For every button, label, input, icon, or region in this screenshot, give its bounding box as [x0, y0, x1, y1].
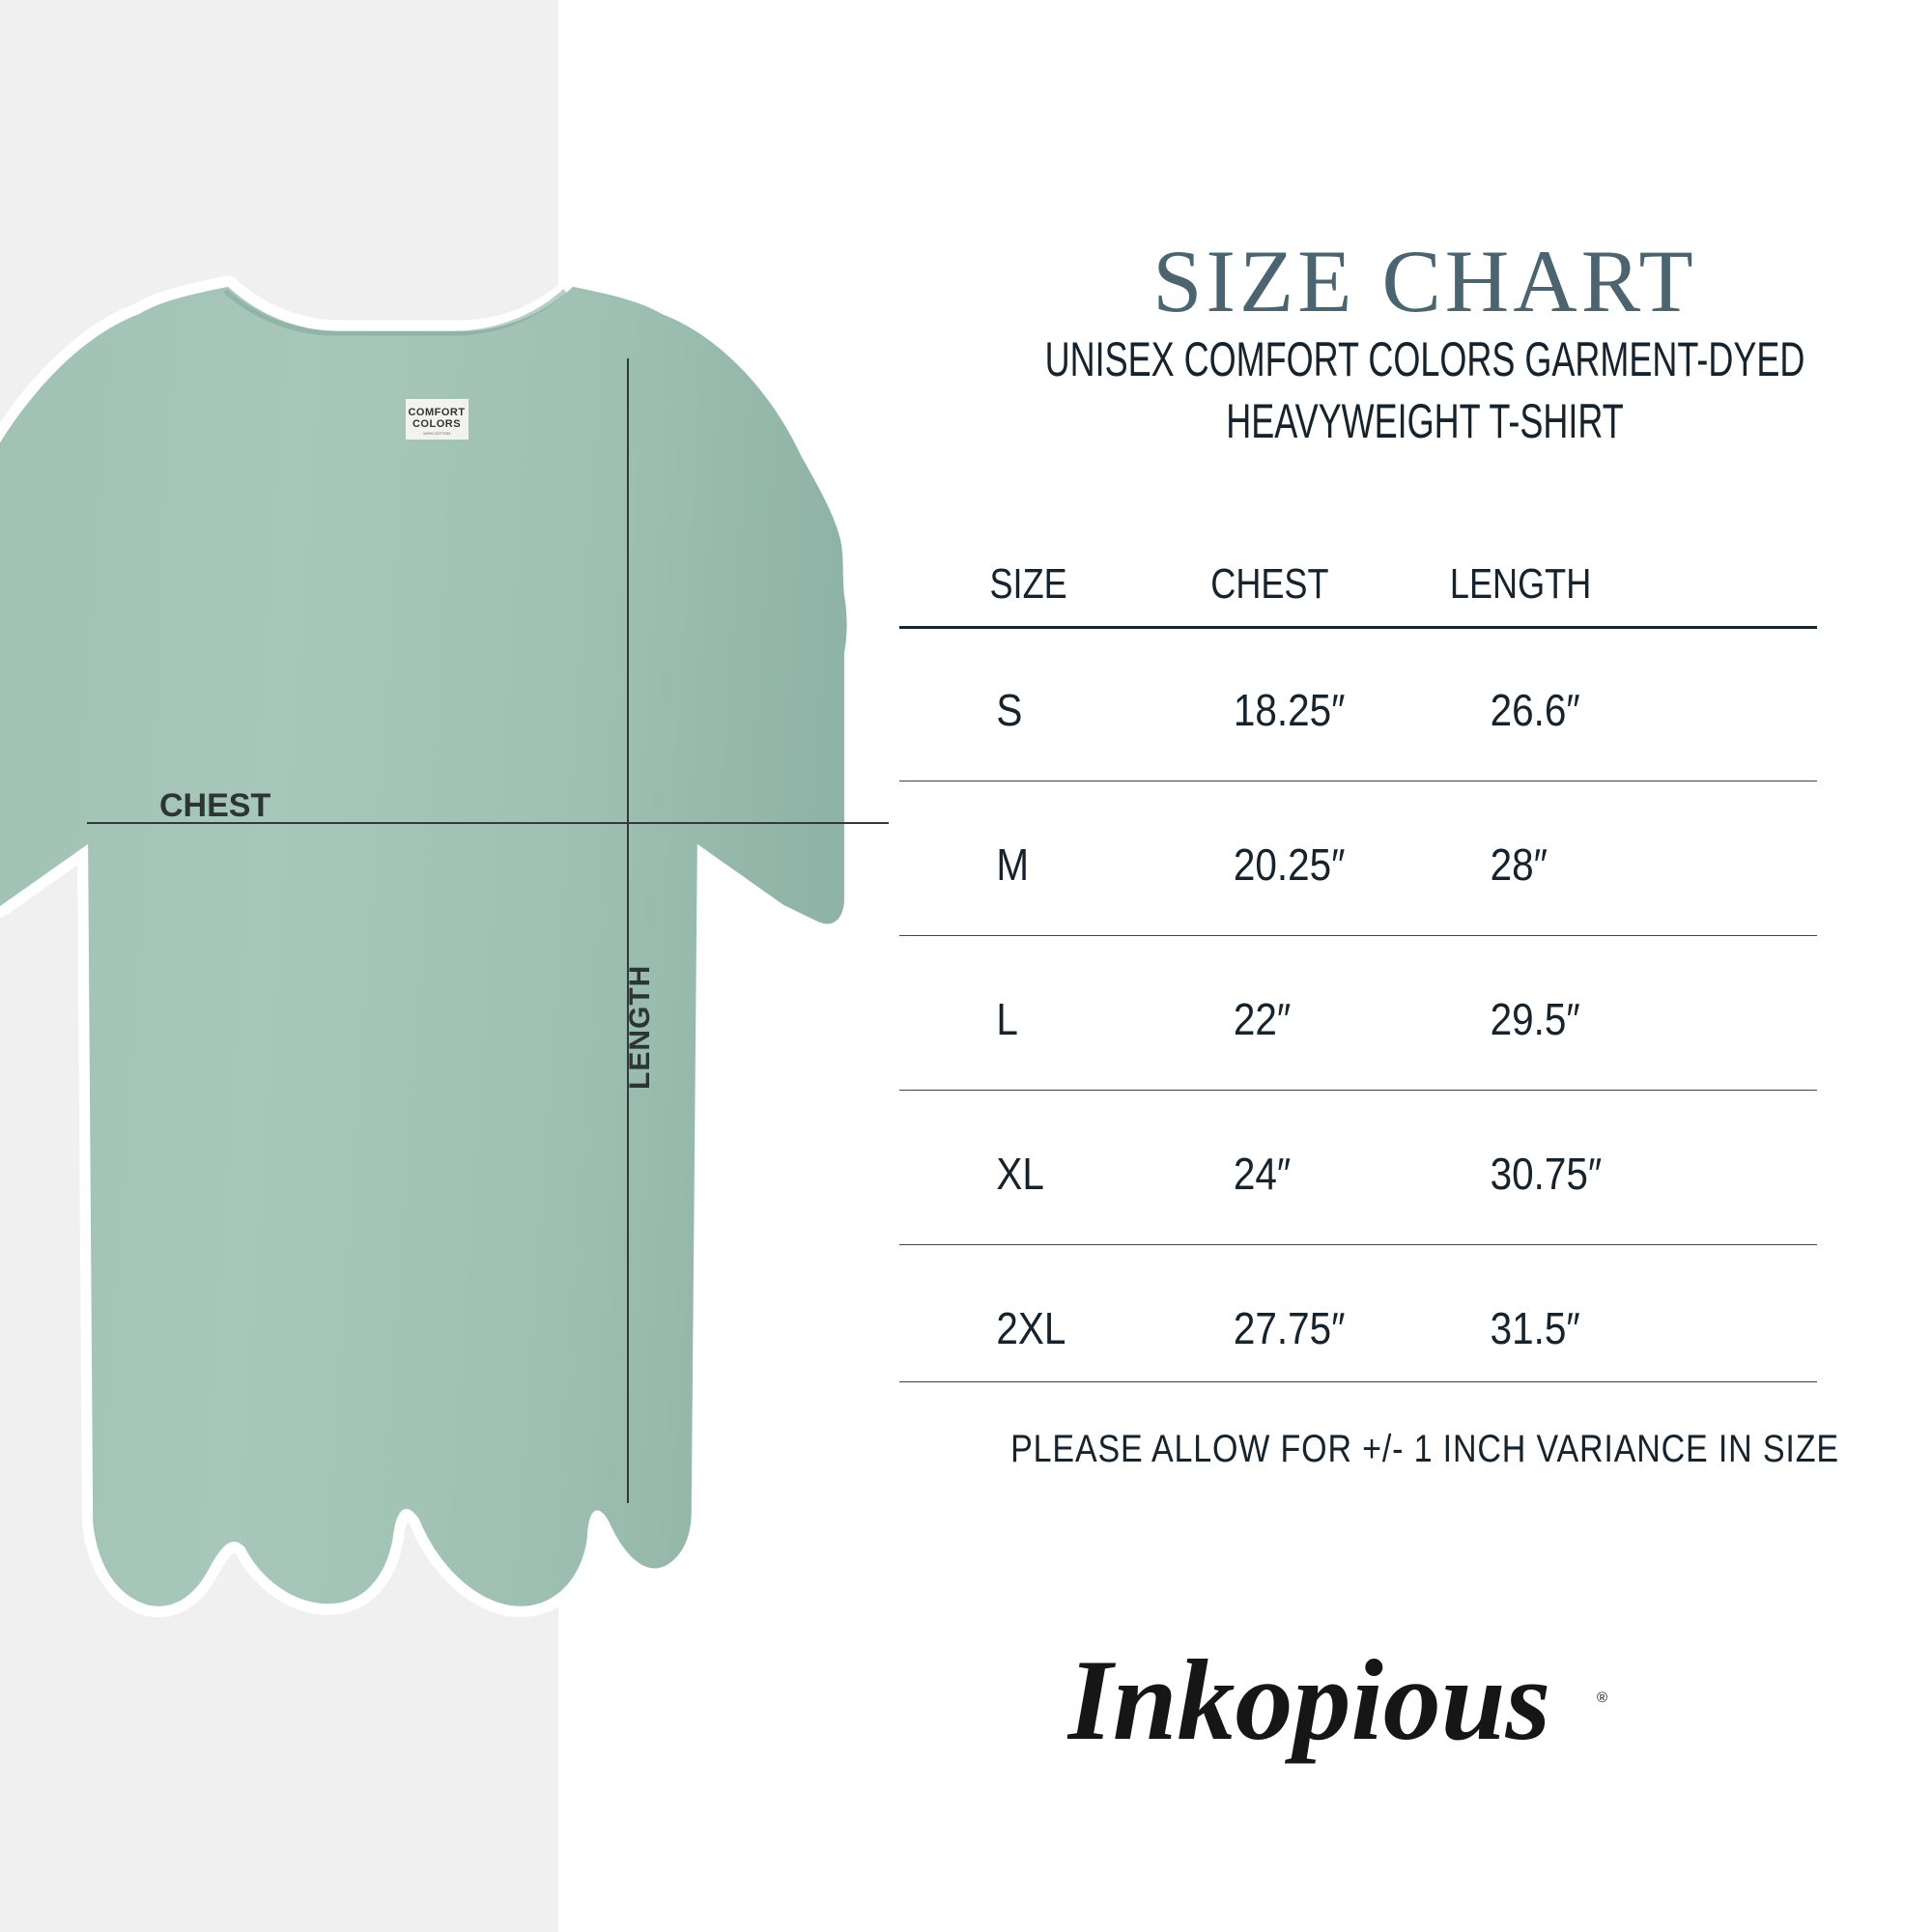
svg-text:CHEST: CHEST [159, 787, 270, 824]
svg-text:COMFORT: COMFORT [408, 407, 465, 418]
svg-text:®: ® [1597, 1690, 1607, 1706]
svg-text:LENGTH: LENGTH [624, 965, 656, 1090]
svg-text:100% COTTON: 100% COTTON [423, 431, 450, 436]
svg-text:COLORS: COLORS [412, 418, 461, 430]
svg-text:Inkopious: Inkopious [1067, 1635, 1550, 1764]
